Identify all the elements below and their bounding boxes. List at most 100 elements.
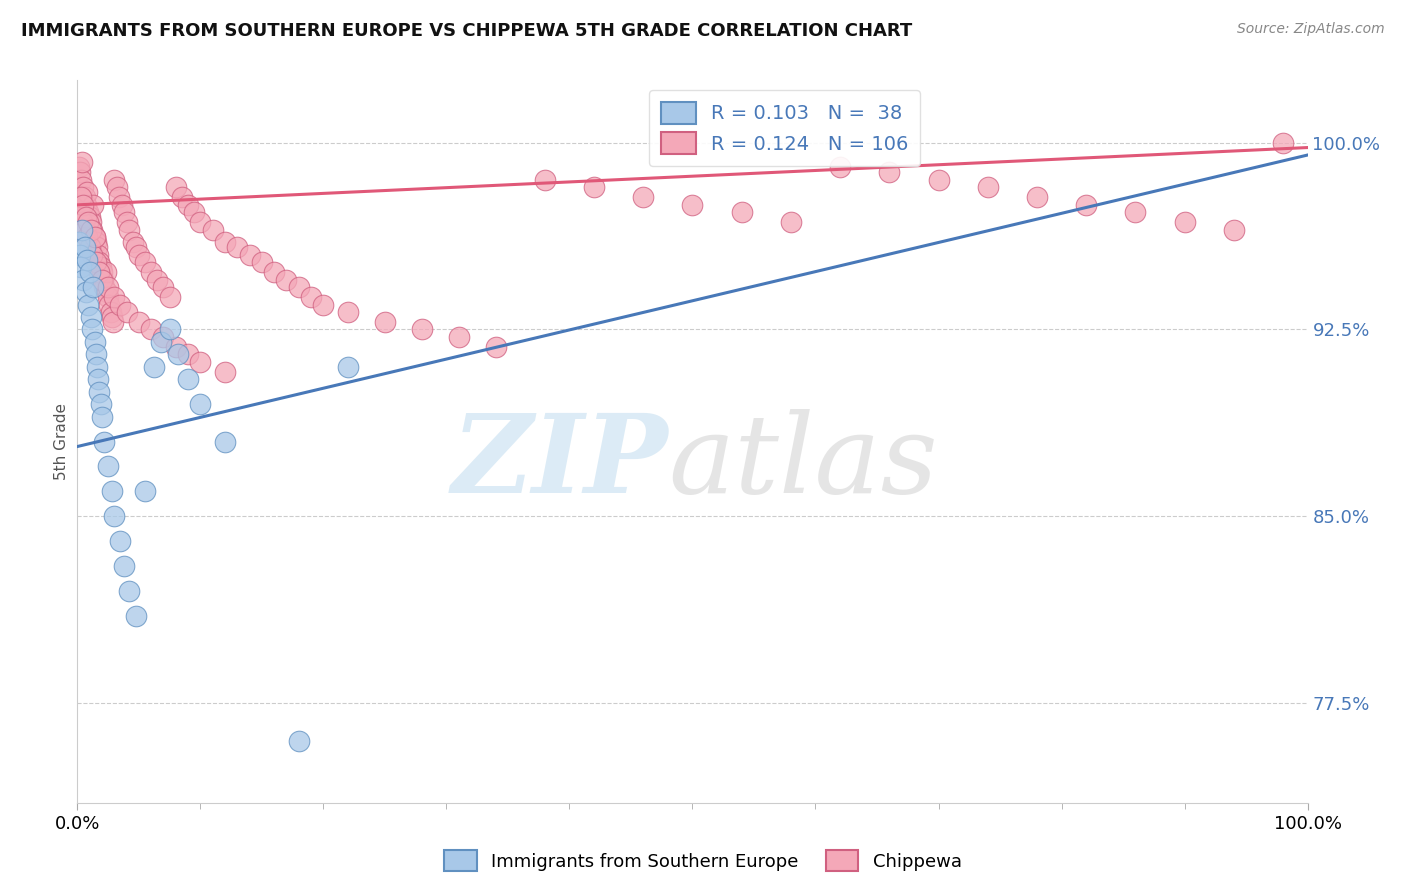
Point	[67, 235, 90, 250]
Point	[214, 365, 236, 379]
Point	[263, 265, 285, 279]
Point	[288, 733, 311, 747]
Point	[188, 355, 212, 369]
Point	[780, 215, 803, 229]
Point	[115, 305, 138, 319]
Point	[1272, 136, 1295, 150]
Point	[90, 409, 114, 424]
Point	[77, 205, 100, 219]
Point	[121, 235, 143, 250]
Point	[97, 290, 120, 304]
Point	[128, 315, 150, 329]
Legend: Immigrants from Southern Europe, Chippewa: Immigrants from Southern Europe, Chippew…	[437, 843, 969, 879]
Y-axis label: 5th Grade: 5th Grade	[53, 403, 69, 480]
Point	[82, 198, 104, 212]
Point	[134, 255, 156, 269]
Point	[70, 260, 93, 274]
Point	[1223, 223, 1246, 237]
Point	[86, 240, 108, 254]
Point	[374, 315, 396, 329]
Point	[146, 272, 169, 286]
Point	[830, 161, 852, 175]
Point	[101, 310, 124, 324]
Point	[93, 280, 115, 294]
Point	[70, 190, 93, 204]
Point	[79, 265, 101, 279]
Point	[80, 215, 103, 229]
Point	[112, 205, 135, 219]
Point	[72, 272, 94, 286]
Point	[312, 297, 335, 311]
Point	[583, 180, 606, 194]
Point	[152, 280, 174, 294]
Point	[142, 359, 165, 374]
Point	[141, 265, 163, 279]
Text: ZIP: ZIP	[451, 409, 668, 517]
Point	[101, 484, 124, 499]
Point	[125, 609, 148, 624]
Point	[125, 240, 148, 254]
Point	[83, 334, 105, 349]
Point	[70, 173, 93, 187]
Point	[105, 180, 128, 194]
Point	[97, 280, 120, 294]
Point	[337, 359, 360, 374]
Point	[134, 484, 156, 499]
Point	[89, 265, 111, 279]
Point	[128, 248, 150, 262]
Point	[103, 509, 125, 524]
Point	[79, 240, 101, 254]
Point	[82, 280, 104, 294]
Point	[167, 347, 190, 361]
Point	[411, 322, 433, 336]
Point	[82, 223, 104, 237]
Point	[150, 334, 173, 349]
Point	[87, 248, 110, 262]
Point	[87, 372, 110, 386]
Point	[165, 180, 187, 194]
Point	[84, 347, 107, 361]
Point	[90, 272, 114, 286]
Point	[201, 223, 224, 237]
Point	[1174, 215, 1197, 229]
Point	[118, 584, 141, 599]
Point	[82, 248, 104, 262]
Point	[299, 290, 322, 304]
Point	[682, 198, 704, 212]
Point	[152, 330, 174, 344]
Point	[77, 297, 100, 311]
Point	[76, 186, 98, 200]
Point	[96, 285, 118, 299]
Point	[75, 285, 97, 299]
Point	[77, 215, 100, 229]
Point	[90, 397, 112, 411]
Point	[108, 190, 131, 204]
Point	[67, 161, 90, 175]
Point	[177, 347, 200, 361]
Point	[177, 198, 200, 212]
Point	[731, 205, 754, 219]
Text: Source: ZipAtlas.com: Source: ZipAtlas.com	[1237, 22, 1385, 37]
Point	[288, 280, 311, 294]
Point	[337, 305, 360, 319]
Point	[83, 230, 105, 244]
Point	[159, 290, 181, 304]
Point	[84, 255, 107, 269]
Point	[159, 322, 181, 336]
Point	[110, 534, 132, 549]
Point	[101, 315, 124, 329]
Point	[82, 322, 104, 336]
Point	[183, 205, 205, 219]
Point	[80, 310, 103, 324]
Point	[83, 230, 105, 244]
Point	[977, 180, 1000, 194]
Point	[1125, 205, 1147, 219]
Text: atlas: atlas	[668, 409, 938, 517]
Point	[103, 173, 125, 187]
Point	[276, 272, 298, 286]
Point	[86, 359, 108, 374]
Point	[73, 240, 96, 254]
Point	[100, 305, 122, 319]
Point	[90, 260, 112, 274]
Point	[214, 434, 236, 449]
